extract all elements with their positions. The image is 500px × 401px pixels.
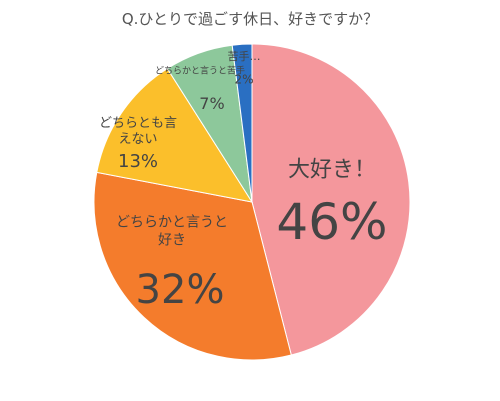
value-label: 7%: [199, 94, 225, 113]
value-label: 32%: [135, 267, 225, 313]
slice-label: どちらとも言えない: [98, 115, 177, 147]
slice-label: 大好き！: [287, 157, 376, 183]
pie-slice: [96, 67, 254, 203]
slice-label: 苦手…: [227, 50, 261, 64]
pie-slice: [231, 43, 253, 203]
value-label: 2%: [234, 72, 254, 87]
slice-label: どちらかと言うと苦手: [154, 66, 245, 77]
pie-slice: [93, 171, 292, 361]
pie-slice: [251, 43, 411, 356]
value-label: 13%: [117, 150, 159, 172]
value-label: 46%: [276, 192, 388, 251]
chart-title: Q.ひとりで過ごす休日、好きですか？: [121, 10, 379, 28]
slice-label: どちらかと言うと好き: [116, 214, 228, 249]
